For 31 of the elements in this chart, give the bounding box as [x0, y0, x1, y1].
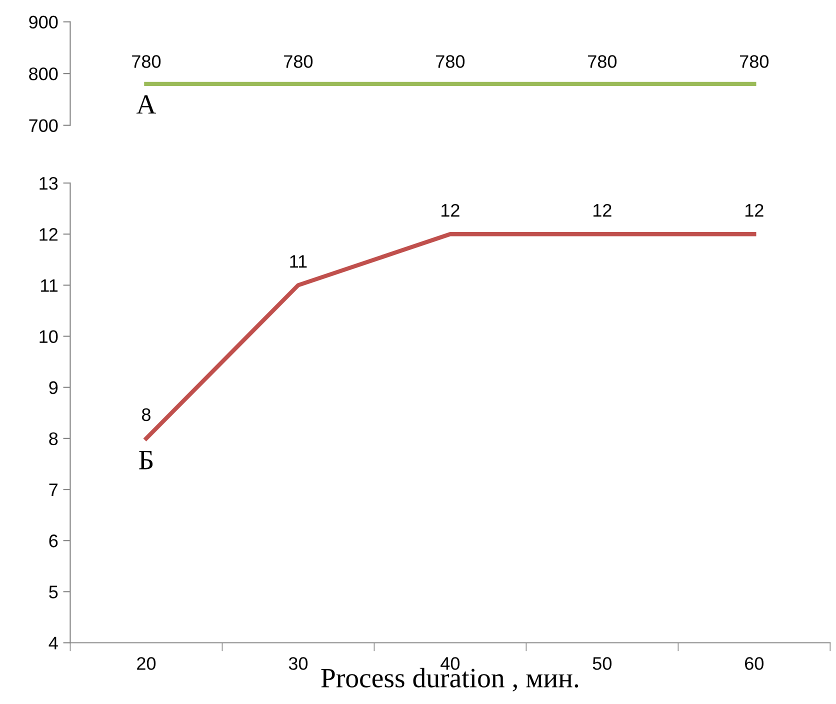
y-tick-label: 4	[48, 636, 58, 650]
data-label: 780	[436, 55, 465, 68]
x-tick-label: 50	[592, 657, 612, 670]
data-label: 12	[594, 204, 612, 217]
y-tick-label: 5	[49, 586, 58, 598]
y-tick-label: 700	[29, 119, 58, 132]
data-label: 780	[588, 55, 617, 68]
data-label: 11	[290, 255, 307, 268]
y-tick-label: 900	[29, 16, 58, 29]
data-label: 8	[142, 408, 150, 422]
series-label: А	[136, 95, 156, 114]
series-label: Б	[139, 451, 153, 470]
x-axis-title: Process duration , мин.	[321, 668, 578, 692]
y-tick-label: 800	[29, 68, 58, 80]
x-tick-label: 30	[288, 657, 308, 670]
x-tick-label: 60	[745, 657, 764, 670]
y-tick-label: 6	[49, 534, 58, 548]
data-label: 12	[745, 204, 764, 217]
y-tick-label: 11	[41, 279, 58, 292]
y-tick-label: 10	[40, 330, 58, 343]
x-tick-label: 40	[440, 657, 460, 670]
data-label: 780	[132, 55, 161, 68]
y-tick-label: 13	[40, 176, 58, 190]
x-tick-label: 20	[137, 657, 156, 670]
y-tick-label: 8	[49, 432, 58, 446]
data-label: 12	[442, 204, 460, 217]
data-label: 780	[284, 55, 313, 68]
y-tick-label: 7	[49, 484, 58, 496]
data-label: 780	[740, 55, 769, 68]
y-tick-label: 9	[49, 381, 58, 394]
y-tick-label: 12	[40, 228, 58, 241]
